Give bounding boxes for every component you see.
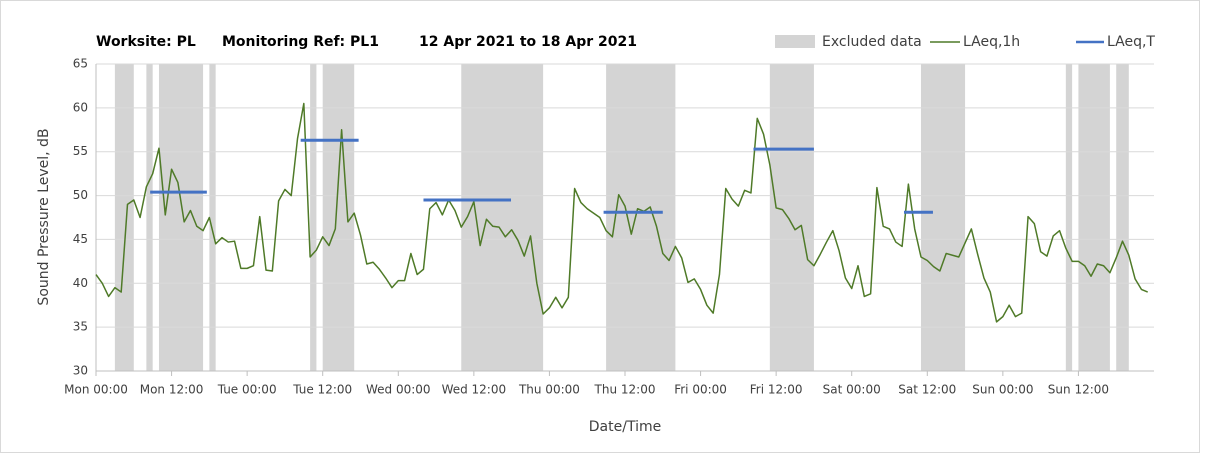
y-tick-label: 35 [73, 320, 88, 334]
excluded-band [310, 64, 317, 371]
excluded-band [1078, 64, 1110, 371]
legend-label: LAeq,1h [963, 34, 1020, 50]
x-tick-label: Sun 12:00 [1048, 383, 1109, 397]
excluded-band [322, 64, 355, 371]
y-tick-label: 65 [73, 57, 88, 71]
x-tick-label: Wed 12:00 [442, 383, 507, 397]
legend-label: Excluded data [822, 34, 922, 50]
y-tick-label: 45 [73, 232, 88, 246]
x-tick-label: Sat 00:00 [823, 383, 881, 397]
legend-label: LAeq,T [1107, 34, 1155, 50]
y-tick-label: 60 [73, 100, 88, 114]
chart-title: Monitoring Ref: PL1 [222, 34, 379, 50]
x-tick-label: Thu 12:00 [594, 383, 656, 397]
legend-swatch [775, 35, 815, 48]
y-tick-label: 55 [73, 144, 88, 158]
y-axis-title: Sound Pressure Level, dB [36, 128, 52, 305]
x-tick-label: Fri 12:00 [750, 383, 803, 397]
x-tick-label: Sun 00:00 [972, 383, 1033, 397]
excluded-band [1116, 64, 1129, 371]
series-line [95, 102, 1148, 323]
x-tick-label: Tue 00:00 [217, 383, 277, 397]
excluded-band [146, 64, 153, 371]
x-tick-label: Thu 00:00 [518, 383, 580, 397]
chart-title: Worksite: PL [96, 34, 196, 50]
y-tick-label: 40 [73, 276, 88, 290]
x-axis-title: Date/Time [589, 419, 661, 435]
x-tick-label: Mon 12:00 [140, 383, 204, 397]
excluded-band [158, 64, 204, 371]
y-tick-label: 30 [73, 364, 88, 378]
x-tick-label: Sat 12:00 [898, 383, 956, 397]
excluded-band [209, 64, 216, 371]
x-tick-label: Fri 00:00 [674, 383, 727, 397]
chart-title: 12 Apr 2021 to 18 Apr 2021 [419, 34, 637, 50]
x-tick-label: Tue 12:00 [292, 383, 352, 397]
excluded-band [461, 64, 544, 371]
excluded-band [114, 64, 134, 371]
y-tick-label: 50 [73, 188, 88, 202]
excluded-band [920, 64, 966, 371]
excluded-band [769, 64, 814, 371]
x-tick-label: Mon 00:00 [64, 383, 128, 397]
excluded-band [606, 64, 676, 371]
excluded-band [1065, 64, 1073, 371]
legend: Excluded data LAeq,1h LAeq,T [775, 34, 1155, 50]
x-tick-label: Wed 00:00 [366, 383, 431, 397]
